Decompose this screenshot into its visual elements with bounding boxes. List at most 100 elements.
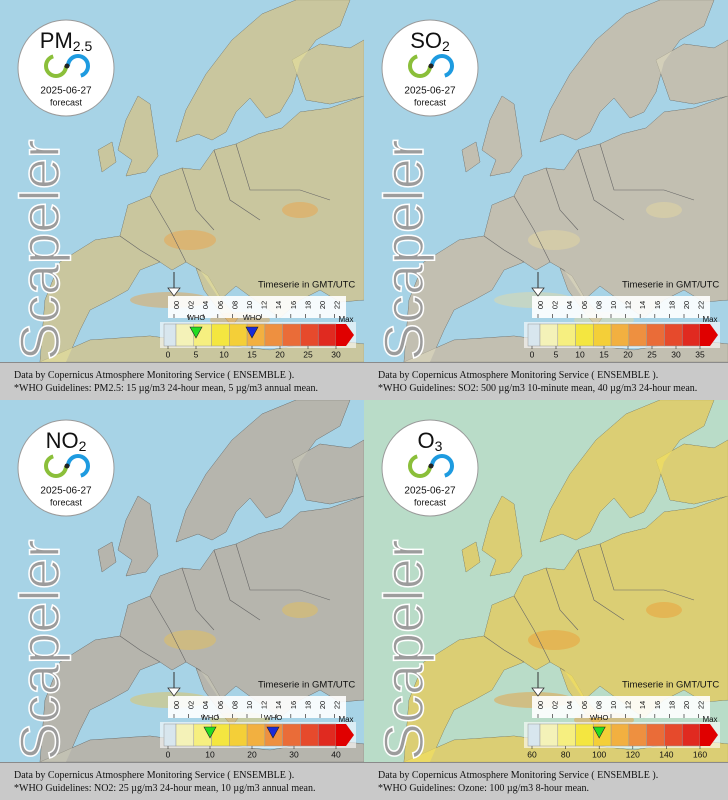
footer-line: *WHO Guidelines: PM2.5: 15 µg/m3 24-hour… [14, 383, 318, 394]
timeline-hour: 02 [187, 701, 196, 709]
timeline-hour: 04 [201, 301, 210, 309]
footer: Data by Copernicus Atmosphere Monitoring… [0, 762, 364, 800]
land [291, 439, 364, 505]
border [235, 543, 331, 601]
border [213, 149, 261, 221]
scale-tick-label: 10 [575, 349, 585, 359]
timeline-hour: 22 [333, 701, 342, 709]
land [39, 495, 364, 762]
pollutant-title: O3 [418, 428, 443, 454]
footer: Data by Copernicus Atmosphere Monitoring… [364, 362, 728, 400]
hotspot [646, 602, 682, 618]
scale-tick-label: 20 [275, 349, 285, 359]
border [119, 635, 161, 663]
pollution-overlay [404, 736, 728, 762]
timeline-ruler [532, 696, 710, 718]
border [577, 149, 625, 221]
pollutant-sub: 2 [79, 438, 87, 454]
pollution-overlay [40, 96, 364, 362]
timeline-hour: 20 [318, 301, 327, 309]
pollution-overlay [40, 496, 364, 762]
footer-line: Data by Copernicus Atmosphere Monitoring… [14, 770, 295, 781]
scale-cell [628, 323, 647, 347]
timeline-hour: 22 [697, 701, 706, 709]
footer-line: *WHO Guidelines: NO2: 25 µg/m3 24-hour m… [14, 783, 316, 794]
scale-tick-label: 20 [247, 749, 257, 759]
pollutant-sub: 2.5 [73, 38, 93, 54]
who-marker [592, 726, 606, 739]
scale-tick-label: 35 [695, 349, 705, 359]
pollution-overlay [462, 142, 480, 172]
land [655, 39, 728, 105]
timeline-hour: 18 [303, 301, 312, 309]
timeline-hour: 00 [536, 301, 545, 309]
scale-tick-label: 15 [599, 349, 609, 359]
border [181, 167, 215, 231]
scale-cell [229, 323, 248, 347]
brand: Scapeler [372, 539, 435, 760]
scale-cell [610, 723, 630, 747]
border [513, 195, 551, 263]
scale-cell [300, 723, 319, 747]
scale-cell [646, 723, 665, 747]
pollution-overlay [404, 496, 728, 762]
timeline-hour: 04 [565, 701, 574, 709]
pollution-overlay [176, 0, 350, 142]
forecast-date: 2025-06-27 [404, 486, 456, 497]
who-marker [245, 326, 259, 339]
brand: Scapeler [8, 539, 71, 760]
scale-max-label: Max [338, 315, 353, 324]
scale-tick-label: 25 [647, 349, 657, 359]
hotspot [164, 630, 216, 650]
pollution-overlay [40, 336, 364, 362]
timeline-hour: 06 [580, 301, 589, 309]
border [599, 143, 695, 201]
timeline-hour: 14 [638, 701, 647, 709]
scale-cell [317, 723, 337, 747]
scale-tick-label: 100 [592, 749, 606, 759]
scale-cell [539, 323, 559, 347]
pollution-overlay [462, 542, 480, 572]
timeline-hour: 06 [216, 301, 225, 309]
scale-tick-label: 5 [194, 349, 199, 359]
border [181, 567, 215, 631]
pollutant-main: NO [46, 428, 79, 453]
scale-cell [575, 323, 594, 347]
scale-tick-label: 30 [671, 349, 681, 359]
timeline-pointer [531, 687, 545, 697]
logo-dot [428, 63, 434, 69]
pollutant-title: SO2 [410, 28, 450, 54]
forecast-date: 2025-06-27 [40, 486, 92, 497]
scale-tick-label: 10 [219, 349, 229, 359]
scale-tick-label: 20 [623, 349, 633, 359]
scale-tick-label: 40 [331, 749, 341, 759]
scale-cell [593, 323, 612, 347]
footer-line: *WHO Guidelines: SO2: 500 µg/m3 10-minut… [378, 383, 698, 394]
border [119, 235, 161, 263]
scale-cell [557, 723, 576, 747]
map-panel: Scapeler PM2.5 2025-06-27 forecast Timeserie… [0, 0, 364, 400]
scale-tick-label: 30 [289, 749, 299, 759]
who-marker [203, 726, 217, 739]
hotspot [528, 230, 580, 250]
forecast-label: forecast [50, 497, 83, 507]
scale-tick-label: 60 [527, 749, 537, 759]
scale-tick-label: 25 [303, 349, 313, 359]
scale-tick-label: 5 [554, 349, 559, 359]
timeline-hour: 16 [289, 301, 298, 309]
scale-tick-label: 0 [166, 749, 171, 759]
pollution-overlay [98, 142, 116, 172]
timeline-hour: 08 [594, 301, 603, 309]
pollutant-sub: 3 [435, 438, 443, 454]
scale-cell [575, 723, 594, 747]
timeline-hour: 08 [594, 701, 603, 709]
scale-cell [646, 323, 665, 347]
timeline-hour: 12 [260, 301, 269, 309]
who-label: WHO [243, 313, 261, 322]
map-panel: Scapeler NO2 2025-06-27 forecast Timeserie i… [0, 400, 364, 800]
land [461, 141, 481, 173]
